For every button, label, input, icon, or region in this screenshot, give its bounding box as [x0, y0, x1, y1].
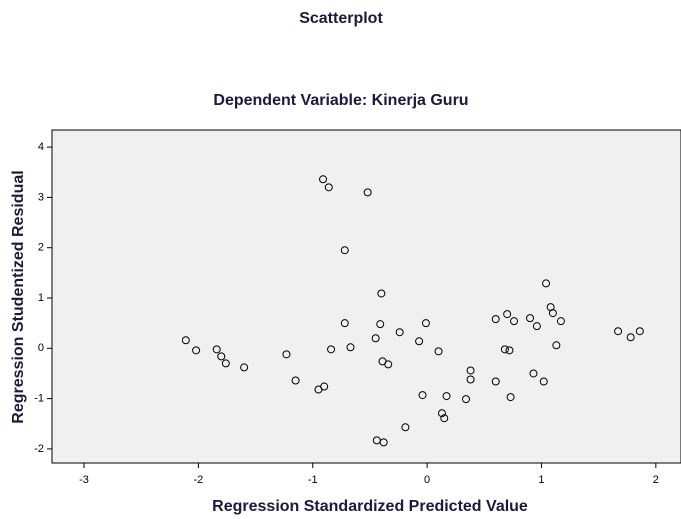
x-tick-label: 0 — [424, 474, 430, 486]
y-tick-label: 0 — [38, 342, 44, 354]
x-tick-label: -2 — [193, 474, 203, 486]
x-tick-label: 2 — [653, 474, 659, 486]
x-tick-label: 1 — [538, 474, 544, 486]
y-tick-label: 1 — [38, 292, 44, 304]
y-tick-label: -2 — [34, 443, 44, 455]
y-tick-label: -1 — [34, 393, 44, 405]
x-tick-label: -3 — [79, 474, 89, 486]
chart-subtitle: Dependent Variable: Kinerja Guru — [213, 92, 468, 109]
chart-title: Scatterplot — [299, 10, 383, 27]
plot-area — [52, 130, 681, 463]
x-axis-label: Regression Standardized Predicted Value — [212, 498, 528, 515]
y-axis-label: Regression Studentized Residual — [10, 170, 27, 423]
y-tick-label: 4 — [38, 141, 44, 153]
chart: Scatterplot Dependent Variable: Kinerja … — [0, 0, 681, 519]
y-tick-label: 3 — [38, 191, 44, 203]
y-tick-label: 2 — [38, 242, 44, 254]
x-tick-label: -1 — [308, 474, 318, 486]
